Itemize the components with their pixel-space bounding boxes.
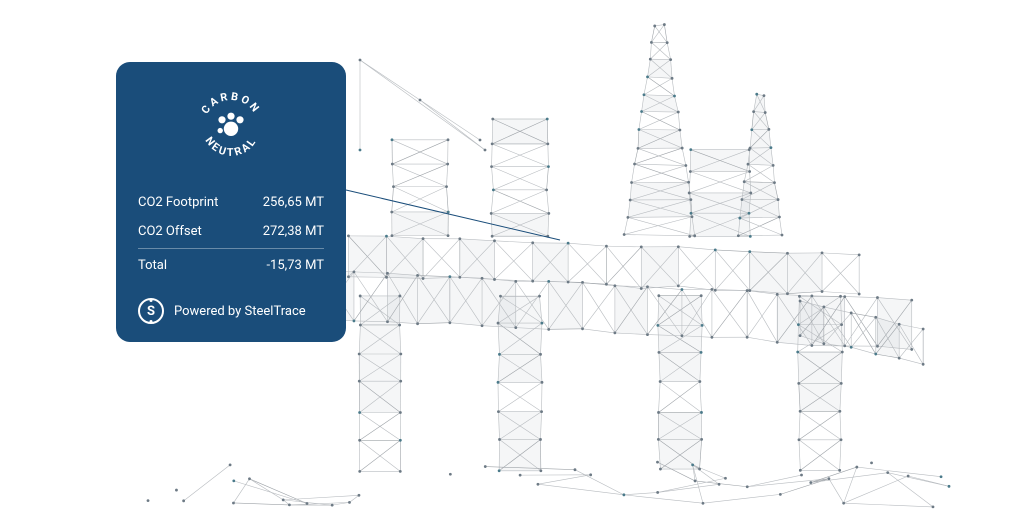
- steeltrace-icon: S: [138, 298, 164, 324]
- metric-label: CO2 Footprint: [138, 195, 218, 210]
- metric-total-row: Total -15,73 MT: [138, 251, 324, 280]
- svg-text:NEUTRAL: NEUTRAL: [203, 134, 260, 159]
- divider: [138, 248, 324, 249]
- metric-row: CO2 Offset 272,38 MT: [138, 217, 324, 246]
- metric-value: 256,65 MT: [263, 195, 324, 210]
- metric-row: CO2 Footprint 256,65 MT: [138, 188, 324, 217]
- carbon-neutral-badge: CARBON NEUTRAL: [186, 82, 276, 172]
- svg-text:CARBON: CARBON: [199, 90, 264, 117]
- metric-label: Total: [138, 258, 167, 273]
- badge-top-text: CARBON: [199, 90, 264, 117]
- metrics-table: CO2 Footprint 256,65 MT CO2 Offset 272,3…: [138, 188, 324, 280]
- powered-by-text: Powered by SteelTrace: [174, 304, 306, 319]
- badge-bottom-text: NEUTRAL: [203, 134, 260, 159]
- powered-by: S Powered by SteelTrace: [138, 298, 324, 324]
- carbon-card: CARBON NEUTRAL CO2 Footprint 256,65 MT C…: [116, 62, 346, 342]
- metric-label: CO2 Offset: [138, 224, 202, 239]
- metric-value: 272,38 MT: [263, 224, 324, 239]
- metric-value: -15,73 MT: [266, 258, 324, 273]
